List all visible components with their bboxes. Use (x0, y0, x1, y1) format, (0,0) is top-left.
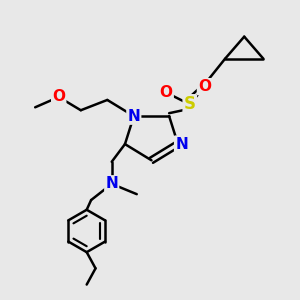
Text: N: N (175, 136, 188, 152)
Text: O: O (160, 85, 173, 100)
Text: S: S (184, 95, 196, 113)
Text: O: O (198, 79, 211, 94)
Text: N: N (128, 109, 140, 124)
Text: N: N (105, 176, 118, 191)
Text: O: O (52, 89, 65, 104)
